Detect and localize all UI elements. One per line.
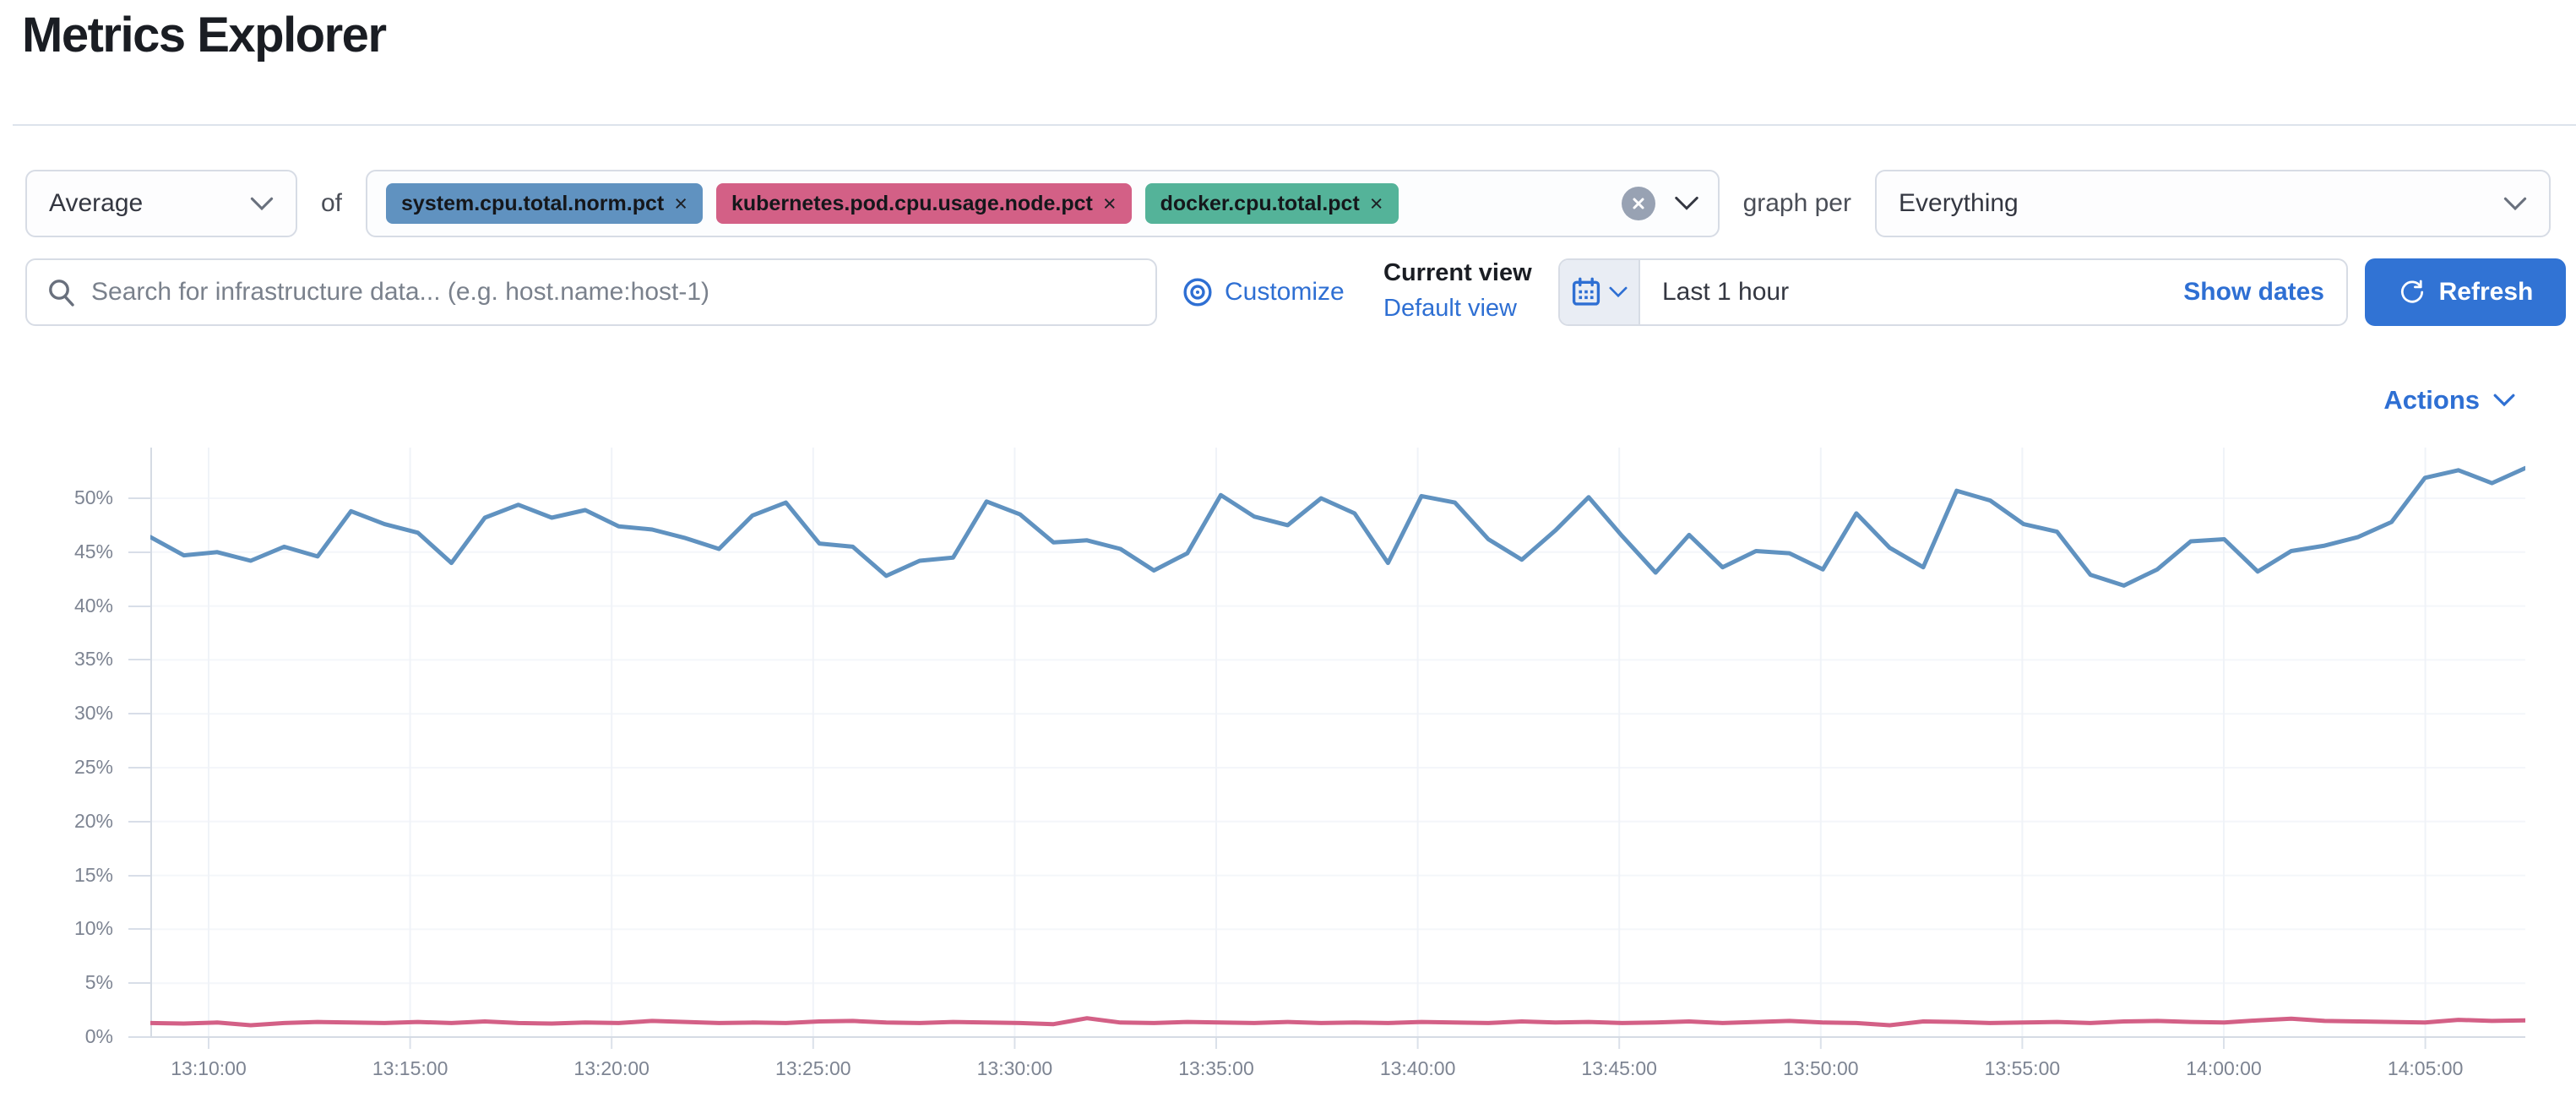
y-tick-mark xyxy=(128,928,150,931)
aggregation-select[interactable]: Average xyxy=(25,170,297,237)
chevron-down-icon[interactable] xyxy=(1674,196,1699,211)
x-axis-label: 13:45:00 xyxy=(1581,1057,1657,1079)
search-field[interactable] xyxy=(25,258,1157,326)
header-divider xyxy=(13,124,2576,126)
time-range-display[interactable]: Last 1 hour Show dates xyxy=(1640,260,2346,324)
y-axis-label: 0% xyxy=(84,1025,113,1047)
combobox-controls xyxy=(1621,187,1699,220)
y-axis-label: 5% xyxy=(84,971,113,994)
refresh-icon xyxy=(2400,280,2423,303)
aggregation-value: Average xyxy=(49,189,144,217)
x-axis-label: 13:10:00 xyxy=(171,1057,247,1079)
clear-all-metrics-button[interactable] xyxy=(1621,187,1655,220)
chart-x-axis: 13:10:00 13:15:00 13:20:00 13:25:00 13:30:00… xyxy=(150,1057,2525,1091)
y-axis-label: 25% xyxy=(73,756,113,778)
metric-pill-system-cpu[interactable]: system.cpu.total.norm.pct × xyxy=(386,183,703,224)
y-axis-label: 45% xyxy=(73,540,113,562)
x-axis-label: 14:05:00 xyxy=(2387,1057,2464,1079)
refresh-label: Refresh xyxy=(2438,278,2534,306)
default-view-link[interactable]: Default view xyxy=(1383,295,1517,322)
remove-metric-icon[interactable]: × xyxy=(1102,190,1117,216)
group-by-select[interactable]: Everything xyxy=(1875,170,2551,237)
quick-select-menu-button[interactable] xyxy=(1560,260,1640,324)
chart-y-axis: 0% 5% 10% 15% 20% 25% 30% 35% 40% 45% 50% xyxy=(0,448,150,1051)
search-input[interactable] xyxy=(91,278,1135,307)
close-icon xyxy=(1633,198,1644,209)
metric-toolbar: Average of system.cpu.total.norm.pct × k… xyxy=(25,170,2551,237)
x-axis-label: 13:15:00 xyxy=(372,1057,448,1079)
metrics-combobox[interactable]: system.cpu.total.norm.pct × kubernetes.p… xyxy=(366,170,1720,237)
customize-eye-icon xyxy=(1183,278,1212,307)
calendar-icon xyxy=(1572,277,1600,306)
y-axis-label: 20% xyxy=(73,809,113,832)
chart-plot-area[interactable] xyxy=(150,448,2525,1051)
metric-pill-kubernetes-pod-cpu[interactable]: kubernetes.pod.cpu.usage.node.pct × xyxy=(715,183,1132,224)
chevron-down-icon xyxy=(250,197,274,210)
x-axis-label: 13:30:00 xyxy=(976,1057,1053,1079)
y-tick-mark xyxy=(128,767,150,769)
chevron-down-icon xyxy=(2503,197,2527,210)
actions-label: Actions xyxy=(2383,385,2480,415)
x-axis-label: 13:55:00 xyxy=(1984,1057,2061,1079)
y-tick-mark xyxy=(128,874,150,877)
y-axis-label: 50% xyxy=(73,486,113,508)
remove-metric-icon[interactable]: × xyxy=(1369,190,1383,216)
x-axis-label: 13:40:00 xyxy=(1379,1057,1456,1079)
graph-per-label: graph per xyxy=(1742,189,1851,217)
y-tick-mark xyxy=(128,605,150,607)
y-tick-mark xyxy=(128,659,150,661)
search-icon xyxy=(49,280,74,307)
of-label: of xyxy=(321,189,343,217)
time-range-picker: Last 1 hour Show dates xyxy=(1558,258,2348,326)
remove-metric-icon[interactable]: × xyxy=(674,190,687,216)
y-axis-label: 30% xyxy=(73,702,113,725)
metric-pill-docker-cpu[interactable]: docker.cpu.total.pct × xyxy=(1144,183,1399,224)
y-axis-label: 40% xyxy=(73,594,113,616)
x-axis-label: 13:25:00 xyxy=(775,1057,851,1079)
chevron-down-icon xyxy=(2493,394,2515,407)
view-block: Current view Default view xyxy=(1383,255,1552,326)
customize-button[interactable]: Customize xyxy=(1182,258,1345,326)
y-tick-mark xyxy=(128,713,150,715)
series-line-system.cpu.total.norm.pct xyxy=(150,465,2525,588)
y-axis-label: 15% xyxy=(73,863,113,886)
x-axis-label: 13:50:00 xyxy=(1783,1057,1859,1079)
chevron-down-icon xyxy=(1609,286,1628,298)
metric-pill-label: docker.cpu.total.pct xyxy=(1160,191,1360,215)
metrics-chart[interactable]: 0% 5% 10% 15% 20% 25% 30% 35% 40% 45% 50% 13:10:00… xyxy=(0,448,2576,1108)
y-tick-mark xyxy=(128,551,150,553)
show-dates-button[interactable]: Show dates xyxy=(2183,278,2324,306)
y-tick-mark xyxy=(128,820,150,823)
y-axis-label: 10% xyxy=(73,917,113,940)
metric-pill-label: kubernetes.pod.cpu.usage.node.pct xyxy=(731,191,1093,215)
x-axis-label: 13:20:00 xyxy=(573,1057,649,1079)
current-view-label: Current view xyxy=(1383,259,1532,286)
page-title: Metrics Explorer xyxy=(22,8,387,62)
series-line-kubernetes.pod.cpu.usage.node.pct xyxy=(150,1016,2525,1028)
actions-menu-button[interactable]: Actions xyxy=(2383,382,2515,419)
group-by-value: Everything xyxy=(1899,189,2019,217)
y-tick-mark xyxy=(128,982,150,985)
y-axis-label: 35% xyxy=(73,648,113,671)
y-tick-mark xyxy=(128,1036,150,1038)
customize-label: Customize xyxy=(1225,278,1345,306)
time-range-value: Last 1 hour xyxy=(1662,278,1790,306)
y-tick-mark xyxy=(128,497,150,499)
refresh-button[interactable]: Refresh xyxy=(2365,258,2566,326)
metric-pill-label: system.cpu.total.norm.pct xyxy=(401,191,665,215)
x-axis-label: 13:35:00 xyxy=(1178,1057,1254,1079)
x-axis-label: 14:00:00 xyxy=(2186,1057,2262,1079)
